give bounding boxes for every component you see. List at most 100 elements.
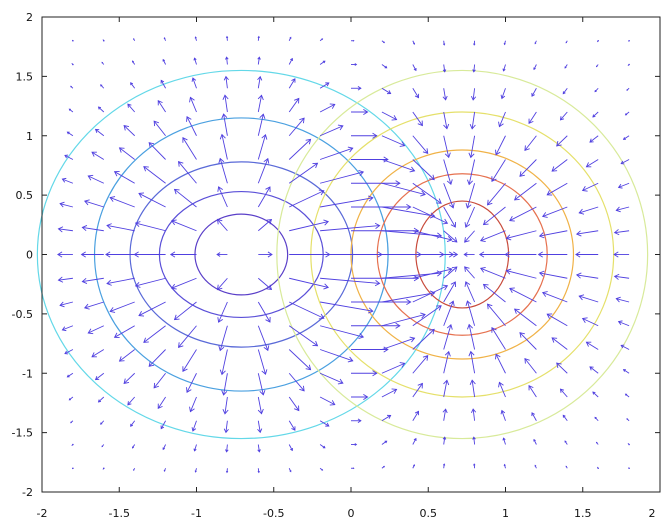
vector-arrow bbox=[351, 132, 378, 139]
vector-arrow bbox=[289, 277, 329, 290]
vector-arrow bbox=[91, 349, 105, 358]
vector-arrow bbox=[257, 94, 264, 113]
vector-arrow bbox=[628, 467, 630, 470]
vector-arrow bbox=[319, 60, 326, 65]
vector-arrow bbox=[528, 111, 537, 125]
vector-arrow bbox=[412, 230, 453, 242]
vector-arrow bbox=[381, 414, 392, 422]
vector-arrow bbox=[412, 328, 435, 350]
vector-arrow bbox=[105, 251, 135, 258]
vector-arrow bbox=[68, 396, 74, 401]
vector-arrow bbox=[57, 276, 73, 283]
vector-arrow bbox=[170, 277, 197, 290]
vector-arrow bbox=[319, 420, 330, 427]
vector-arrow bbox=[320, 277, 381, 287]
vector-arrow bbox=[381, 64, 388, 69]
vector-arrow bbox=[182, 349, 197, 372]
vector-arrow bbox=[624, 393, 630, 398]
vector-arrow bbox=[222, 94, 229, 113]
vector-arrow bbox=[498, 111, 506, 128]
vector-arrow bbox=[627, 442, 630, 446]
x-tick-label: 2 bbox=[649, 507, 656, 520]
vector-arrow bbox=[442, 436, 447, 445]
vector-arrow bbox=[559, 111, 568, 121]
vector-arrow bbox=[478, 251, 506, 258]
vector-arrow bbox=[194, 36, 197, 41]
vector-arrow bbox=[71, 443, 74, 447]
vector-arrow bbox=[186, 373, 197, 393]
vector-arrow bbox=[381, 336, 416, 350]
vector-arrow bbox=[109, 301, 135, 313]
vector-arrow bbox=[551, 159, 568, 172]
vector-arrow bbox=[132, 444, 136, 449]
vector-arrow bbox=[319, 124, 344, 137]
x-axis-ticks: -2 -1.5 -1 -0.5 0 0.5 1 1.5 2 bbox=[37, 17, 661, 520]
vector-arrow bbox=[565, 40, 568, 44]
vector-arrow bbox=[615, 296, 630, 303]
x-tick-label: -1.5 bbox=[109, 507, 130, 520]
vector-arrow bbox=[381, 388, 398, 398]
vector-arrow bbox=[575, 272, 599, 279]
vector-arrow bbox=[351, 86, 362, 91]
vector-arrow bbox=[381, 159, 416, 173]
vector-arrow bbox=[221, 373, 228, 396]
vector-arrow bbox=[469, 379, 476, 398]
vector-arrow bbox=[71, 62, 74, 66]
vector-arrow bbox=[319, 82, 330, 89]
vector-arrow bbox=[626, 87, 630, 91]
vector-arrow bbox=[505, 230, 537, 241]
vector-arrow bbox=[87, 174, 104, 184]
vector-arrow bbox=[565, 465, 568, 469]
vector-arrow bbox=[443, 111, 450, 130]
vector-arrow bbox=[81, 225, 104, 232]
vector-arrow bbox=[319, 146, 354, 160]
vector-arrow bbox=[130, 82, 136, 89]
vector-arrow bbox=[177, 325, 197, 348]
x-tick-label: -1 bbox=[191, 507, 202, 520]
vector-arrow bbox=[559, 388, 568, 398]
vector-arrow bbox=[442, 64, 447, 73]
vector-arrow bbox=[470, 408, 477, 421]
vector-arrow bbox=[223, 75, 229, 89]
vector-arrow bbox=[225, 35, 229, 41]
vector-arrow bbox=[562, 414, 568, 422]
vector-arrow bbox=[102, 39, 105, 42]
vector-arrow bbox=[81, 277, 104, 284]
vector-arrow bbox=[222, 396, 229, 415]
vector-arrow bbox=[381, 182, 426, 197]
vector-arrow bbox=[219, 349, 228, 376]
vector-arrow bbox=[288, 97, 300, 113]
vector-arrow bbox=[257, 35, 260, 41]
vector-arrow bbox=[225, 56, 229, 65]
vector-arrow bbox=[257, 56, 261, 65]
contour-line-9 bbox=[276, 69, 649, 440]
vector-arrow bbox=[443, 159, 453, 186]
vector-arrow bbox=[351, 39, 355, 42]
vector-arrow bbox=[613, 251, 630, 258]
vector-arrow bbox=[101, 61, 105, 65]
vector-arrow bbox=[442, 88, 448, 101]
vector-arrow bbox=[467, 323, 476, 350]
vector-arrow bbox=[442, 40, 446, 46]
vector-arrow bbox=[221, 113, 228, 136]
vector-arrow bbox=[351, 203, 412, 211]
vector-arrow bbox=[381, 440, 388, 445]
vector-arrow bbox=[495, 353, 506, 374]
vector-arrow bbox=[320, 195, 374, 208]
vector-arrow bbox=[66, 131, 74, 137]
vector-arrow bbox=[118, 147, 135, 160]
vector-arrow bbox=[626, 418, 630, 422]
vector-arrow bbox=[620, 344, 630, 350]
vector-arrow bbox=[442, 463, 446, 469]
vector-arrow bbox=[500, 409, 506, 421]
vector-arrow bbox=[257, 373, 266, 396]
vector-arrow bbox=[381, 362, 406, 374]
vector-arrow bbox=[319, 444, 326, 449]
vector-arrow bbox=[100, 84, 105, 89]
y-tick-label: 0.5 bbox=[16, 189, 34, 202]
vector-arrow bbox=[351, 298, 412, 306]
vector-arrow bbox=[193, 444, 197, 452]
vector-arrow bbox=[504, 251, 537, 258]
vector-arrow bbox=[225, 444, 229, 453]
vector-arrow bbox=[562, 87, 568, 95]
